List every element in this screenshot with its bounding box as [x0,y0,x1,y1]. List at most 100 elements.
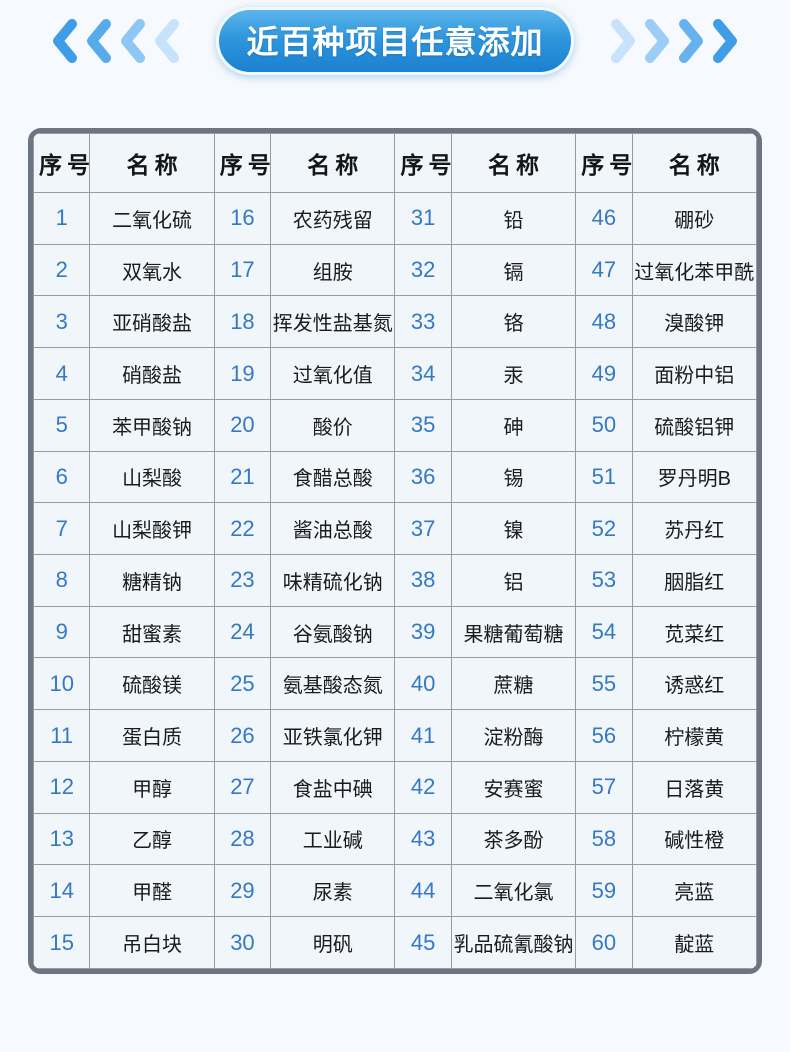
name-cell: 安赛蜜 [450,760,577,814]
name-cell: 过氧化值 [270,347,396,400]
name-cell: 锡 [450,450,577,504]
serial-cell: 31 [394,192,452,245]
name-cell: 日落黄 [631,760,757,814]
column-header-name: 名称 [270,133,396,193]
table-row: 1 二氧化硫 16 农药残留 31 铅 46 硼砂 [33,192,757,245]
name-cell: 糖精钠 [89,554,215,607]
name-cell: 罗丹明B [631,450,757,504]
serial-cell: 4 [33,347,91,400]
name-cell: 氨基酸态氮 [270,657,396,711]
name-cell: 汞 [450,347,577,400]
name-cell: 二氧化硫 [89,192,215,245]
serial-cell: 44 [394,864,452,918]
name-cell: 铝 [450,554,577,607]
name-cell: 山梨酸 [89,450,215,504]
column-header-name: 名称 [450,133,577,193]
name-cell: 镉 [450,243,577,297]
chevron-left-icon [87,19,112,63]
serial-cell: 22 [213,502,272,556]
name-cell: 组胺 [270,243,396,297]
name-cell: 诱惑红 [631,657,757,711]
name-cell: 砷 [450,398,577,452]
name-cell: 挥发性盐基氮 [270,295,396,349]
serial-cell: 15 [33,916,91,969]
name-cell: 甲醛 [89,864,215,918]
table-row: 6 山梨酸 21 食醋总酸 36 锡 51 罗丹明B [33,450,757,504]
serial-cell: 25 [213,657,272,711]
serial-cell: 23 [213,554,272,607]
chevron-left-icon [155,19,180,63]
name-cell: 硝酸盐 [89,347,215,400]
chevron-right-icon [712,19,737,63]
table-row: 11 蛋白质 26 亚铁氯化钾 41 淀粉酶 56 柠檬黄 [33,709,757,762]
table-row: 12 甲醇 27 食盐中碘 42 安赛蜜 57 日落黄 [33,760,757,814]
name-cell: 乳品硫氰酸钠 [450,916,577,969]
name-cell: 农药残留 [270,192,396,245]
table-row: 15 吊白块 30 明矾 45 乳品硫氰酸钠 60 靛蓝 [33,916,757,969]
chevron-right-icon [644,19,669,63]
serial-cell: 11 [33,709,91,762]
page-title: 近百种项目任意添加 [246,24,544,60]
serial-cell: 54 [575,605,633,659]
serial-cell: 10 [33,657,91,711]
serial-cell: 41 [394,709,452,762]
name-cell: 面粉中铝 [631,347,757,400]
name-cell: 亚铁氯化钾 [270,709,396,762]
table-row: 2 双氧水 17 组胺 32 镉 47 过氧化苯甲酰 [33,243,757,297]
serial-cell: 7 [33,502,91,556]
name-cell: 食醋总酸 [270,450,396,504]
name-cell: 甲醇 [89,760,215,814]
name-cell: 尿素 [270,864,396,918]
serial-cell: 58 [575,812,633,866]
table-row: 5 苯甲酸钠 20 酸价 35 砷 50 硫酸铝钾 [33,398,757,452]
serial-cell: 12 [33,760,91,814]
serial-cell: 18 [213,295,272,349]
serial-cell: 51 [575,450,633,504]
chevron-left-icon [121,19,146,63]
serial-cell: 53 [575,554,633,607]
name-cell: 亮蓝 [631,864,757,918]
name-cell: 酱油总酸 [270,502,396,556]
column-header-name: 名称 [631,133,757,193]
serial-cell: 35 [394,398,452,452]
serial-cell: 49 [575,347,633,400]
serial-cell: 3 [33,295,91,349]
column-header-serial: 序号 [33,133,91,193]
serial-cell: 27 [213,760,272,814]
serial-cell: 6 [33,450,91,504]
serial-cell: 8 [33,554,91,607]
table-row: 7 山梨酸钾 22 酱油总酸 37 镍 52 苏丹红 [33,502,757,556]
name-cell: 溴酸钾 [631,295,757,349]
title-badge: 近百种项目任意添加 [216,7,574,75]
serial-cell: 55 [575,657,633,711]
column-header-serial: 序号 [575,133,633,193]
name-cell: 硫酸镁 [89,657,215,711]
items-table: 序号 名称 序号 名称 序号 名称 序号 名称 1 二氧化硫 16 农药残留 31 铅 46 硼砂 2 双氧水 17… [33,133,757,969]
name-cell: 硼砂 [631,192,757,245]
serial-cell: 59 [575,864,633,918]
column-header-serial: 序号 [213,133,272,193]
serial-cell: 32 [394,243,452,297]
serial-cell: 16 [213,192,272,245]
name-cell: 镍 [450,502,577,556]
serial-cell: 2 [33,243,91,297]
name-cell: 碱性橙 [631,812,757,866]
serial-cell: 50 [575,398,633,452]
serial-cell: 47 [575,243,633,297]
serial-cell: 34 [394,347,452,400]
table-row: 9 甜蜜素 24 谷氨酸钠 39 果糖葡萄糖 54 苋菜红 [33,605,757,659]
serial-cell: 60 [575,916,633,969]
chevron-right-icon [610,19,635,63]
name-cell: 铬 [450,295,577,349]
serial-cell: 28 [213,812,272,866]
serial-cell: 57 [575,760,633,814]
name-cell: 靛蓝 [631,916,757,969]
name-cell: 苋菜红 [631,605,757,659]
name-cell: 酸价 [270,398,396,452]
serial-cell: 38 [394,554,452,607]
chevron-right-icon [678,19,703,63]
serial-cell: 29 [213,864,272,918]
serial-cell: 43 [394,812,452,866]
serial-cell: 40 [394,657,452,711]
serial-cell: 48 [575,295,633,349]
